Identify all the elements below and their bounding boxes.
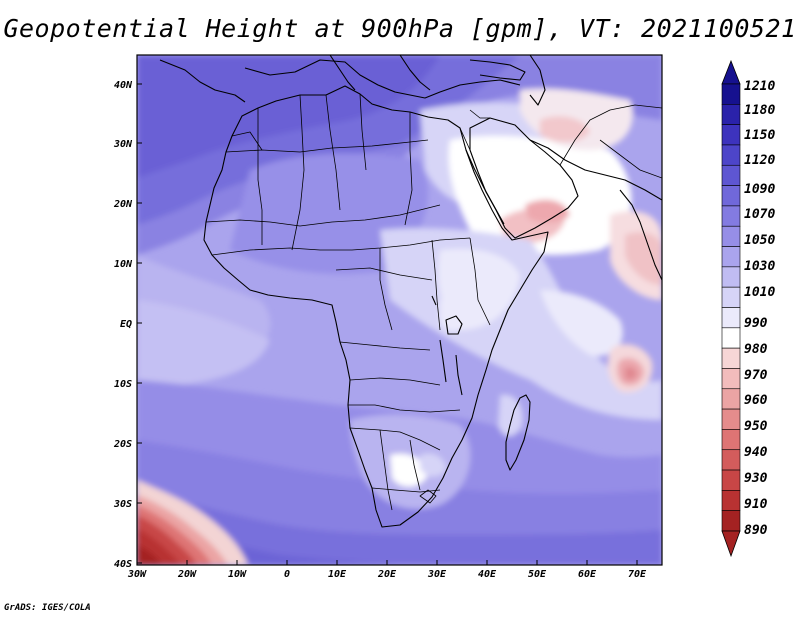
lat-label: 20N <box>113 199 133 210</box>
colorbar-label: 1150 <box>744 128 775 143</box>
colorbar-label: 1030 <box>744 259 775 274</box>
colorbar-label: 940 <box>744 445 768 460</box>
colorbar-swatch <box>721 185 741 207</box>
colorbar-swatch <box>721 469 741 491</box>
colorbar-label: 1090 <box>744 182 775 197</box>
colorbar-label: 1120 <box>744 153 775 168</box>
colorbar-swatch <box>721 347 741 369</box>
lat-label: EQ <box>120 319 132 330</box>
colorbar-boxes <box>721 83 741 532</box>
colorbar-swatch <box>721 368 741 390</box>
colorbar-label: 930 <box>744 471 768 486</box>
map-title: Geopotential Height at 900hPa [gpm], VT:… <box>3 14 797 43</box>
lon-label: 60E <box>578 569 597 580</box>
coastlines <box>159 55 662 528</box>
colorbar-swatch <box>721 104 741 125</box>
lon-label: 50E <box>528 569 547 580</box>
colorbar-label: 950 <box>744 419 768 434</box>
colorbar-label: 1010 <box>744 285 775 300</box>
lon-label: 10E <box>328 569 347 580</box>
lat-label: 10S <box>114 379 132 390</box>
colorbar-swatch <box>721 83 741 105</box>
lon-label: 70E <box>628 569 647 580</box>
lat-label: 10N <box>114 259 133 270</box>
lon-label: 30E <box>427 569 447 580</box>
lon-label: 10W <box>228 569 247 580</box>
grads-credit: GrADS: IGES/COLA <box>4 603 91 613</box>
colorbar-swatch <box>721 286 741 308</box>
colorbar-swatch <box>721 327 741 349</box>
colorbar-label: 980 <box>744 342 768 357</box>
lat-label: 20S <box>113 439 132 450</box>
axis-ticks <box>137 83 638 565</box>
colorbar-label: 1050 <box>744 233 775 248</box>
colorbar-swatch <box>721 124 741 146</box>
colorbar-swatch <box>721 164 741 186</box>
longitude-axis: 30W 20W 10W 0 10E 20E 30E 40E 50E 60E 70… <box>127 569 647 580</box>
colorbar-swatch <box>721 266 741 288</box>
colorbar-bottom-arrow <box>721 530 741 558</box>
colorbar-label: 960 <box>744 393 768 408</box>
colorbar-swatch <box>721 225 741 247</box>
colorbar-swatch <box>721 388 741 410</box>
lon-label: 40E <box>478 569 497 580</box>
colorbar: 1210 1180 1150 1120 1090 1070 1050 1030 … <box>721 59 775 558</box>
colorbar-label: 990 <box>744 316 768 331</box>
colorbar-label: 1070 <box>744 207 775 222</box>
colorbar-swatch <box>721 307 741 329</box>
colorbar-swatch <box>721 510 741 532</box>
colorbar-swatch <box>721 144 741 166</box>
lat-label: 30N <box>113 139 133 150</box>
colorbar-label: 890 <box>744 523 768 538</box>
colorbar-label: 1210 <box>744 79 775 94</box>
lon-label: 30W <box>127 569 147 580</box>
colorbar-swatch <box>721 246 741 268</box>
colorbar-swatch <box>721 205 741 227</box>
colorbar-label: 970 <box>744 368 768 383</box>
colorbar-swatch <box>721 408 741 430</box>
lon-label: 20E <box>377 569 397 580</box>
height-field <box>137 55 662 565</box>
lat-label: 30S <box>113 499 132 510</box>
lon-label: 0 <box>284 569 290 580</box>
colorbar-swatch <box>721 449 741 471</box>
lat-label: 40N <box>114 80 133 91</box>
colorbar-swatch <box>721 490 741 511</box>
colorbar-labels: 1210 1180 1150 1120 1090 1070 1050 1030 … <box>744 79 775 538</box>
plot-frame <box>136 54 663 566</box>
latitude-axis: 40N 30N 20N 10N EQ 10S 20S 30S 40S <box>113 80 133 570</box>
colorbar-label: 1180 <box>744 103 775 118</box>
colorbar-top-arrow <box>721 59 741 85</box>
colorbar-swatch <box>721 429 741 451</box>
lat-label: 40S <box>114 559 132 570</box>
lon-label: 20W <box>177 569 197 580</box>
colorbar-label: 910 <box>744 497 768 512</box>
